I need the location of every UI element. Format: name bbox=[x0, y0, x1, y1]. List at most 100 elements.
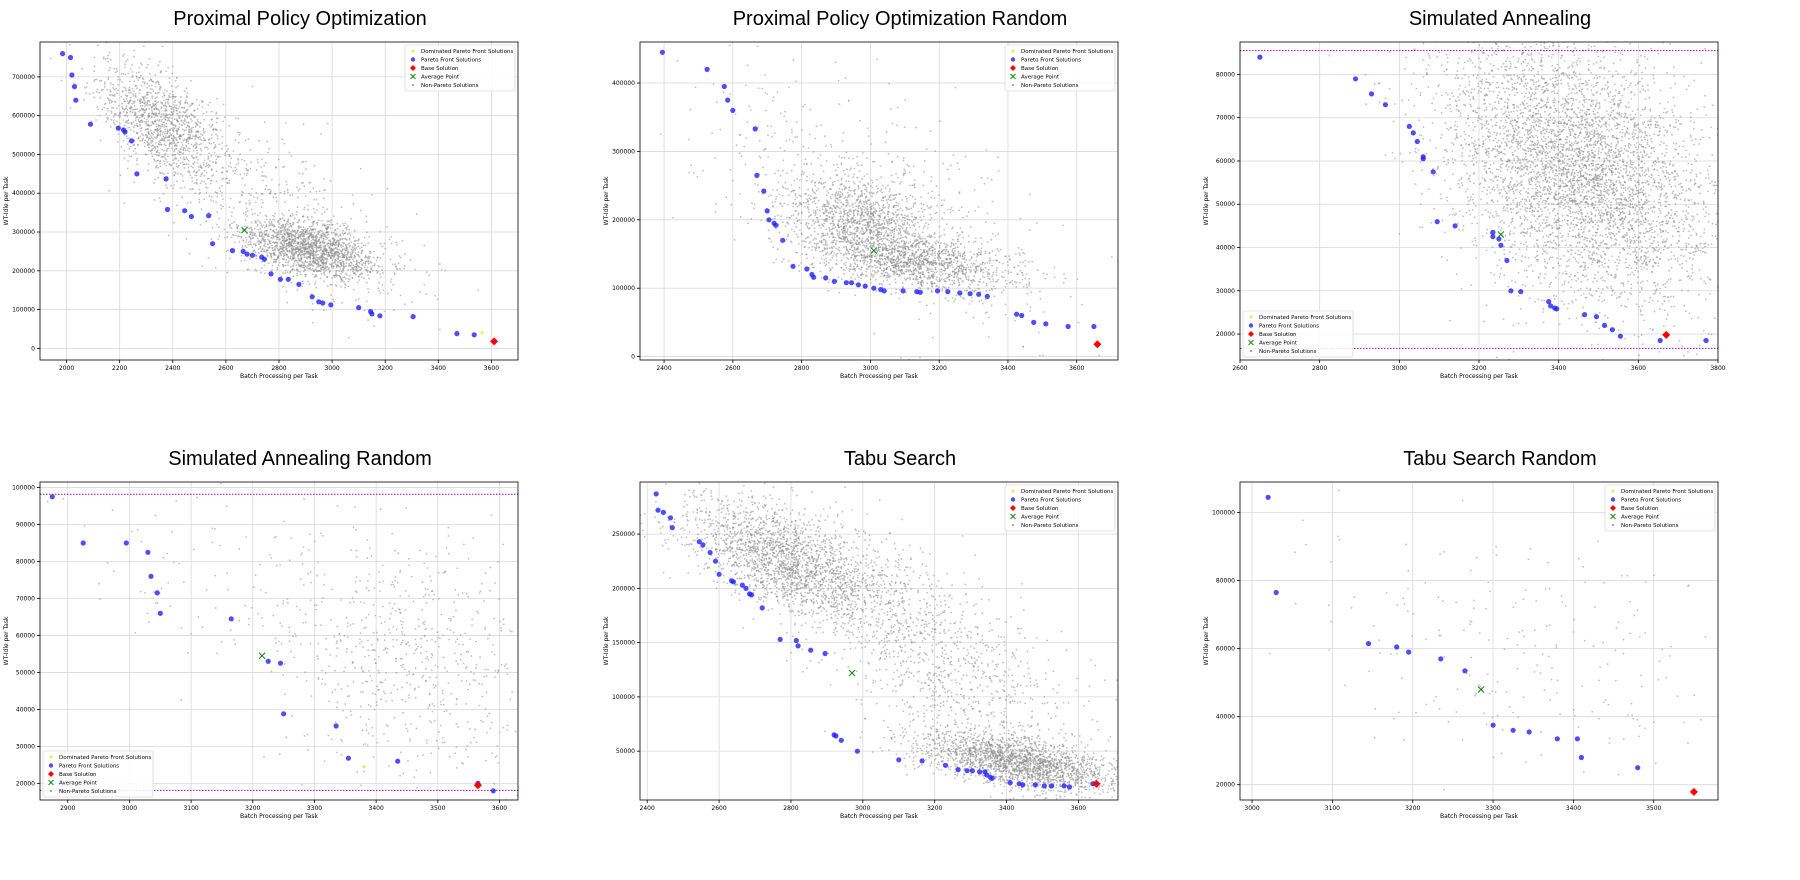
non-pareto-point bbox=[399, 294, 402, 297]
non-pareto-point bbox=[165, 113, 167, 115]
non-pareto-point bbox=[317, 232, 320, 235]
non-pareto-point bbox=[142, 137, 145, 140]
non-pareto-point bbox=[225, 144, 228, 147]
non-pareto-point bbox=[299, 271, 301, 273]
non-pareto-point bbox=[205, 165, 207, 168]
non-pareto-point bbox=[132, 144, 135, 147]
non-pareto-point bbox=[154, 97, 157, 100]
non-pareto-point bbox=[159, 162, 161, 165]
non-pareto-point bbox=[281, 240, 284, 242]
non-pareto-point bbox=[245, 169, 248, 171]
non-pareto-point bbox=[146, 82, 149, 85]
non-pareto-point bbox=[843, 185, 846, 187]
non-pareto-point bbox=[866, 173, 868, 176]
non-pareto-point bbox=[324, 266, 327, 269]
non-pareto-point bbox=[299, 265, 301, 268]
non-pareto-point bbox=[988, 257, 991, 260]
non-pareto-point bbox=[396, 243, 398, 246]
non-pareto-point bbox=[804, 193, 806, 196]
non-pareto-point bbox=[403, 265, 406, 268]
non-pareto-point bbox=[837, 190, 840, 193]
non-pareto-point bbox=[306, 216, 309, 219]
non-pareto-point bbox=[243, 159, 246, 162]
non-pareto-point bbox=[292, 222, 295, 225]
non-pareto-point bbox=[863, 206, 865, 208]
non-pareto-point bbox=[247, 169, 249, 172]
non-pareto-point bbox=[332, 298, 335, 301]
non-pareto-point bbox=[297, 229, 299, 232]
non-pareto-point bbox=[842, 204, 845, 206]
non-pareto-point bbox=[965, 278, 968, 281]
non-pareto-point bbox=[353, 265, 356, 268]
non-pareto-point bbox=[212, 174, 215, 176]
non-pareto-point bbox=[259, 222, 262, 225]
non-pareto-point bbox=[196, 149, 198, 152]
non-pareto-point bbox=[293, 217, 296, 220]
non-pareto-point bbox=[293, 254, 295, 257]
non-pareto-point bbox=[268, 224, 271, 227]
non-pareto-point bbox=[924, 254, 927, 257]
non-pareto-point bbox=[147, 132, 150, 134]
non-pareto-point bbox=[799, 229, 801, 231]
non-pareto-point bbox=[331, 249, 334, 252]
non-pareto-point bbox=[133, 124, 136, 127]
non-pareto-point bbox=[110, 118, 112, 121]
non-pareto-point bbox=[957, 270, 960, 273]
non-pareto-point bbox=[384, 247, 387, 250]
non-pareto-point bbox=[326, 285, 329, 288]
non-pareto-point bbox=[380, 276, 382, 279]
non-pareto-point bbox=[849, 190, 852, 192]
non-pareto-point bbox=[172, 129, 175, 132]
non-pareto-point bbox=[275, 260, 277, 263]
non-pareto-point bbox=[168, 81, 171, 84]
non-pareto-point bbox=[175, 86, 177, 89]
non-pareto-point bbox=[322, 197, 325, 200]
non-pareto-point bbox=[807, 236, 810, 239]
non-pareto-point bbox=[833, 216, 835, 218]
non-pareto-point bbox=[208, 152, 211, 155]
non-pareto-point bbox=[351, 276, 354, 279]
non-pareto-point bbox=[282, 214, 285, 217]
non-pareto-point bbox=[335, 241, 338, 244]
non-pareto-point bbox=[348, 232, 351, 235]
non-pareto-point bbox=[108, 69, 110, 72]
non-pareto-point bbox=[128, 126, 131, 129]
non-pareto-point bbox=[289, 194, 292, 197]
non-pareto-point bbox=[192, 162, 195, 165]
non-pareto-point bbox=[323, 224, 326, 227]
non-pareto-point bbox=[995, 274, 998, 276]
non-pareto-point bbox=[837, 224, 839, 227]
non-pareto-point bbox=[862, 230, 865, 233]
non-pareto-point bbox=[321, 230, 323, 233]
non-pareto-point bbox=[159, 60, 161, 63]
pareto-point bbox=[268, 271, 274, 277]
non-pareto-point bbox=[895, 229, 898, 231]
non-pareto-point bbox=[166, 90, 168, 92]
non-pareto-point bbox=[129, 145, 132, 148]
non-pareto-point bbox=[143, 103, 146, 105]
non-pareto-point bbox=[360, 242, 363, 245]
non-pareto-point bbox=[260, 158, 263, 161]
non-pareto-point bbox=[171, 147, 173, 150]
non-pareto-point bbox=[234, 166, 237, 169]
non-pareto-point bbox=[112, 107, 115, 109]
non-pareto-point bbox=[109, 82, 112, 85]
non-pareto-point bbox=[137, 144, 140, 147]
non-pareto-point bbox=[781, 205, 783, 208]
non-pareto-point bbox=[350, 248, 353, 251]
non-pareto-point bbox=[304, 228, 306, 231]
non-pareto-point bbox=[198, 104, 201, 107]
non-pareto-point bbox=[332, 267, 335, 270]
non-pareto-point bbox=[367, 242, 370, 245]
non-pareto-point bbox=[156, 119, 159, 121]
non-pareto-point bbox=[285, 222, 288, 225]
non-pareto-point bbox=[342, 248, 344, 251]
non-pareto-point bbox=[315, 237, 317, 239]
non-pareto-point bbox=[919, 216, 922, 219]
non-pareto-point bbox=[374, 263, 376, 265]
non-pareto-point bbox=[316, 245, 319, 248]
non-pareto-point bbox=[863, 193, 866, 195]
non-pareto-point bbox=[145, 123, 148, 126]
non-pareto-point bbox=[342, 276, 344, 279]
non-pareto-point bbox=[282, 223, 284, 226]
